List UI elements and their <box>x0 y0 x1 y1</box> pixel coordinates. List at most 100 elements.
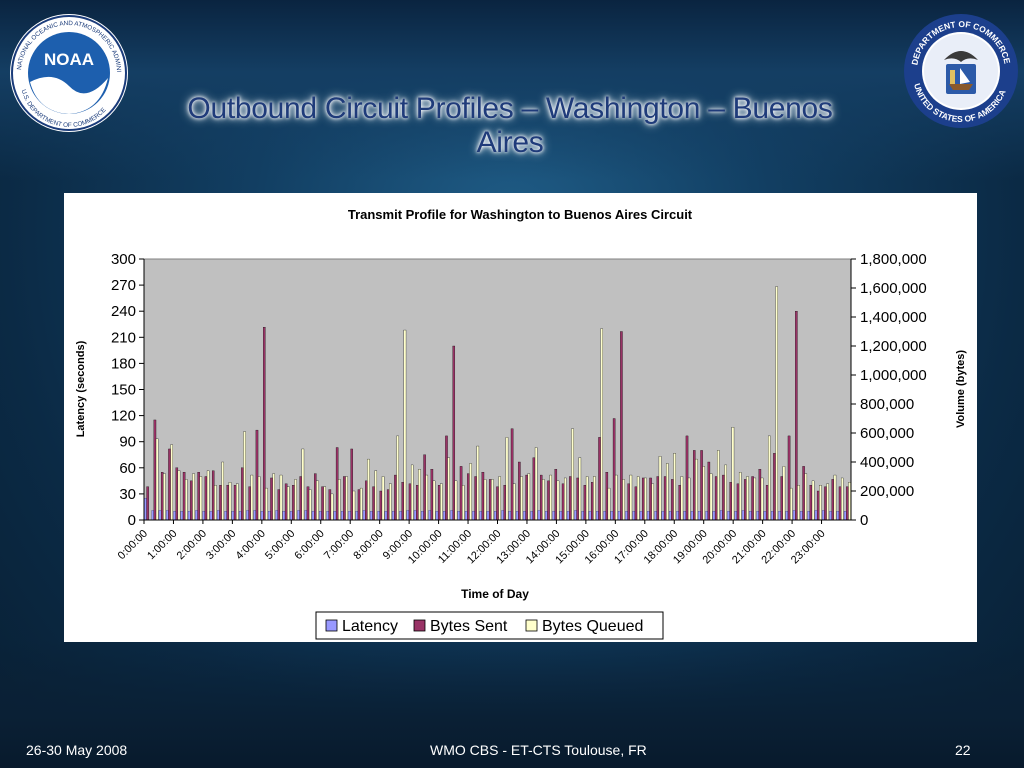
bytes-sent-bar <box>525 474 528 521</box>
y2-tick-label: 1,400,000 <box>860 309 927 326</box>
bytes-queued-bar <box>177 470 181 521</box>
latency-bar <box>588 511 592 521</box>
bytes-queued-bar <box>527 473 531 521</box>
latency-bar <box>741 510 745 521</box>
latency-bar <box>632 511 636 521</box>
y-tick-label: 210 <box>111 329 136 346</box>
x-tick-label: 4:00:00 <box>234 528 268 562</box>
latency-bar <box>180 511 184 521</box>
bytes-queued-bar <box>571 428 574 521</box>
latency-bar <box>304 510 308 521</box>
bytes-sent-bar <box>744 479 747 521</box>
latency-bar <box>151 510 154 521</box>
bytes-queued-bar <box>185 479 188 521</box>
latency-bar <box>275 510 278 521</box>
bytes-sent-bar <box>197 471 200 521</box>
latency-bar <box>712 511 716 521</box>
bytes-sent-bar <box>394 474 397 521</box>
latency-bar <box>355 511 359 521</box>
latency-bar <box>530 511 533 521</box>
bytes-queued-bar <box>819 485 822 521</box>
bytes-sent-bar <box>496 486 499 521</box>
y2-tick-label: 400,000 <box>860 454 914 471</box>
latency-bar <box>625 511 628 521</box>
bytes-queued-bar <box>272 473 275 521</box>
bytes-queued-bar <box>381 476 385 521</box>
bytes-queued-bar <box>564 477 567 521</box>
bytes-sent-bar <box>561 483 565 521</box>
bytes-sent-bar <box>707 461 711 521</box>
bytes-sent-bar <box>437 485 441 521</box>
noaa-logo: NOAA NATIONAL OCEANIC AND ATMOSPHERIC AD… <box>8 12 128 132</box>
bytes-queued-bar <box>789 487 793 521</box>
x-tick-label: 0:00:00 <box>116 528 150 562</box>
legend-label: Bytes Queued <box>542 618 643 635</box>
latency-bar <box>814 510 818 521</box>
latency-bar <box>771 511 774 521</box>
latency-bar <box>581 511 585 521</box>
bytes-sent-bar <box>211 470 215 521</box>
chart-legend: Latency Bytes Sent Bytes Queued <box>315 611 664 640</box>
latency-bar <box>399 511 402 521</box>
background-band-top <box>0 0 1024 180</box>
bytes-sent-bar <box>233 485 237 521</box>
latency-bar <box>756 511 759 521</box>
footer-page-number: 22 <box>955 742 971 758</box>
latency-bar <box>720 510 723 521</box>
latency-bar <box>523 511 526 521</box>
latency-bar <box>195 510 198 521</box>
y-tick-label: 90 <box>119 434 136 451</box>
bytes-queued-bar <box>301 448 305 521</box>
bytes-sent-bar <box>518 461 521 521</box>
latency-bar <box>515 511 519 521</box>
bytes-sent-bar <box>263 326 266 521</box>
chart-title: Transmit Profile for Washington to Bueno… <box>348 207 693 222</box>
bytes-queued-bar <box>534 447 538 521</box>
latency-bar <box>362 510 366 521</box>
bytes-queued-bar <box>717 450 720 521</box>
bytes-queued-bar <box>542 479 545 521</box>
bytes-sent-bar <box>182 471 186 521</box>
latency-bar <box>166 510 169 521</box>
bytes-sent-bar <box>583 485 587 521</box>
latency-bar <box>224 511 227 521</box>
bytes-sent-bar <box>663 476 667 521</box>
bytes-queued-bar <box>367 458 370 521</box>
latency-bar <box>282 511 286 521</box>
bytes-queued-bar <box>330 493 334 521</box>
y-tick-label: 150 <box>111 382 136 399</box>
bytes-queued-bar <box>724 464 727 521</box>
bytes-sent-bar <box>153 419 157 521</box>
x-axis-label: Time of Day <box>461 587 529 601</box>
bytes-sent-bar <box>539 474 543 521</box>
latency-bar <box>289 511 293 521</box>
bytes-sent-bar <box>605 471 609 521</box>
bytes-sent-bar <box>620 331 623 521</box>
bytes-queued-bar <box>192 473 195 521</box>
latency-bar <box>800 511 803 521</box>
bytes-queued-bar <box>352 490 356 521</box>
latency-bar <box>545 511 548 521</box>
latency-bar <box>238 511 242 521</box>
bytes-queued-bar <box>585 476 589 521</box>
bytes-queued-bar <box>811 480 815 521</box>
latency-bar <box>231 511 235 521</box>
latency-bar <box>486 511 490 521</box>
bytes-queued-bar <box>410 464 414 521</box>
bytes-sent-bar <box>430 469 434 521</box>
x-tick-label: 2:00:00 <box>175 528 209 562</box>
latency-bar <box>450 510 453 521</box>
latency-bar <box>647 511 650 521</box>
bytes-queued-bar <box>520 476 523 521</box>
bytes-queued-bar <box>323 486 327 521</box>
bytes-sent-bar <box>226 485 230 521</box>
bytes-sent-bar <box>831 479 835 521</box>
latency-bar <box>552 511 555 521</box>
y-tick-label: 0 <box>128 512 136 529</box>
bytes-queued-bar <box>738 471 742 521</box>
y-axis-label: Latency (seconds) <box>75 340 87 437</box>
latency-bar <box>668 511 672 521</box>
bytes-queued-bar <box>287 486 290 521</box>
y-tick-label: 180 <box>111 355 136 372</box>
footer-event: WMO CBS - ET-CTS Toulouse, FR <box>430 742 647 758</box>
